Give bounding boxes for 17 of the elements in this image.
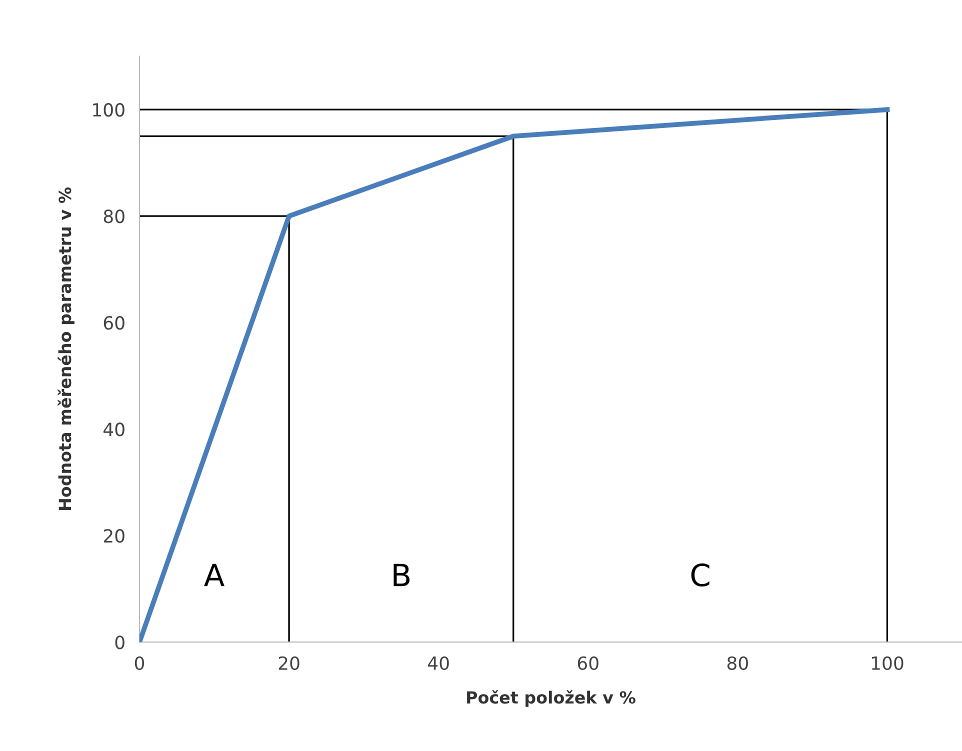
y-tick-label: 60 [104, 316, 124, 330]
x-tick-label: 60 [578, 656, 598, 670]
y-tick-label: 80 [104, 210, 124, 224]
x-tick-label: 100 [872, 656, 904, 670]
y-axis-title: Hodnota měřeného parametru v % [58, 187, 74, 510]
annotation: C [691, 563, 710, 587]
x-tick-label: 80 [727, 656, 748, 670]
x-axis-title: Počet položek v % [467, 690, 636, 707]
x-tick-label: 0 [134, 656, 144, 670]
x-tick-label: 40 [428, 656, 449, 670]
y-tick-label: 0 [115, 636, 124, 650]
annotation: A [204, 564, 224, 586]
y-tick-label: 20 [104, 529, 124, 543]
y-tick-label: 100 [93, 103, 124, 117]
y-tick-label: 40 [104, 422, 124, 436]
x-tick-label: 20 [278, 656, 300, 670]
annotation: B [394, 564, 410, 586]
